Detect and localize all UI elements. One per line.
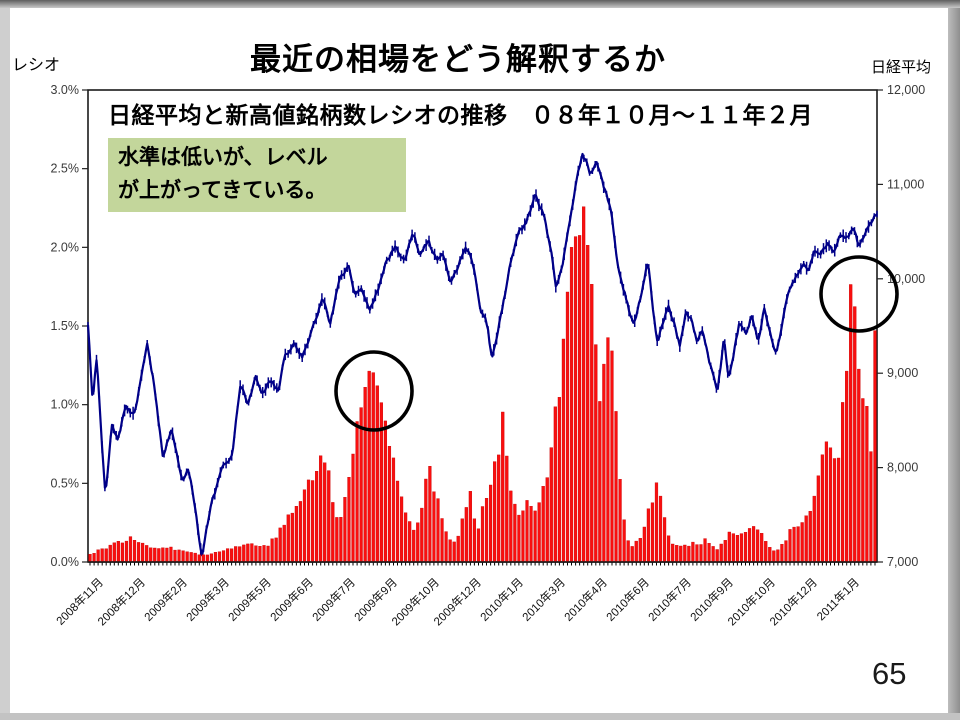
x-tick-label: 2009年6月 <box>267 575 316 624</box>
x-tick-label: 2010年4月 <box>561 575 610 624</box>
window-edge-right <box>948 8 960 713</box>
x-tick-label: 2010年1月 <box>477 575 526 624</box>
x-tick-label: 2009年2月 <box>141 575 190 624</box>
left-axis-tick-label: 2.5% <box>51 162 80 176</box>
note-line-1: 水準は低いが、レベル <box>118 146 328 169</box>
right-axis-tick-label: 11,000 <box>887 177 924 191</box>
x-tick-label: 2009年3月 <box>183 575 232 624</box>
x-tick-label: 2010年3月 <box>519 575 568 624</box>
right-axis-tick-label: 12,000 <box>887 83 925 97</box>
x-tick-label: 2009年7月 <box>309 575 358 624</box>
window-edge-bottom <box>0 713 960 720</box>
window-edge-left <box>0 8 10 713</box>
right-axis-tick-label: 7,000 <box>887 555 918 569</box>
x-tick-label: 2010年6月 <box>603 575 652 624</box>
left-axis-title: レシオ <box>12 57 61 74</box>
right-axis-title: 日経平均 <box>871 59 932 76</box>
nikkei-line <box>86 152 878 557</box>
note-box: 水準は低いが、レベル が上がってきている。 <box>108 138 406 212</box>
left-axis-tick-label: 3.0% <box>51 83 80 97</box>
chart-heading: 日経平均と新高値銘柄数レシオの推移 ０８年１０月～１１年２月 <box>108 102 813 128</box>
left-axis-tick-label: 0.0% <box>51 555 80 569</box>
slide <box>10 8 948 713</box>
window-edge-top <box>0 0 960 8</box>
note-line-2: が上がってきている。 <box>118 179 327 202</box>
x-axis-minor-ticks <box>89 562 876 566</box>
highlight-circle <box>819 255 899 333</box>
highlight-circle <box>334 350 414 432</box>
left-axis-tick-label: 1.0% <box>51 398 80 412</box>
right-axis-tick-label: 8,000 <box>887 461 918 475</box>
page-number: 65 <box>872 656 907 691</box>
nikkei-line-markers <box>87 154 878 556</box>
ratio-bars <box>88 206 877 563</box>
x-tick-label: 2009年5月 <box>225 575 274 624</box>
x-tick-label: 2010年7月 <box>645 575 694 624</box>
left-axis-tick-label: 0.5% <box>51 476 80 490</box>
left-axis-tick-label: 2.0% <box>51 240 80 254</box>
page-title: 最近の相場をどう解釈するか <box>250 42 666 77</box>
right-axis-tick-label: 9,000 <box>887 366 918 380</box>
x-tick-label: 2011年1月 <box>814 575 862 623</box>
left-axis-tick-label: 1.5% <box>51 319 80 333</box>
